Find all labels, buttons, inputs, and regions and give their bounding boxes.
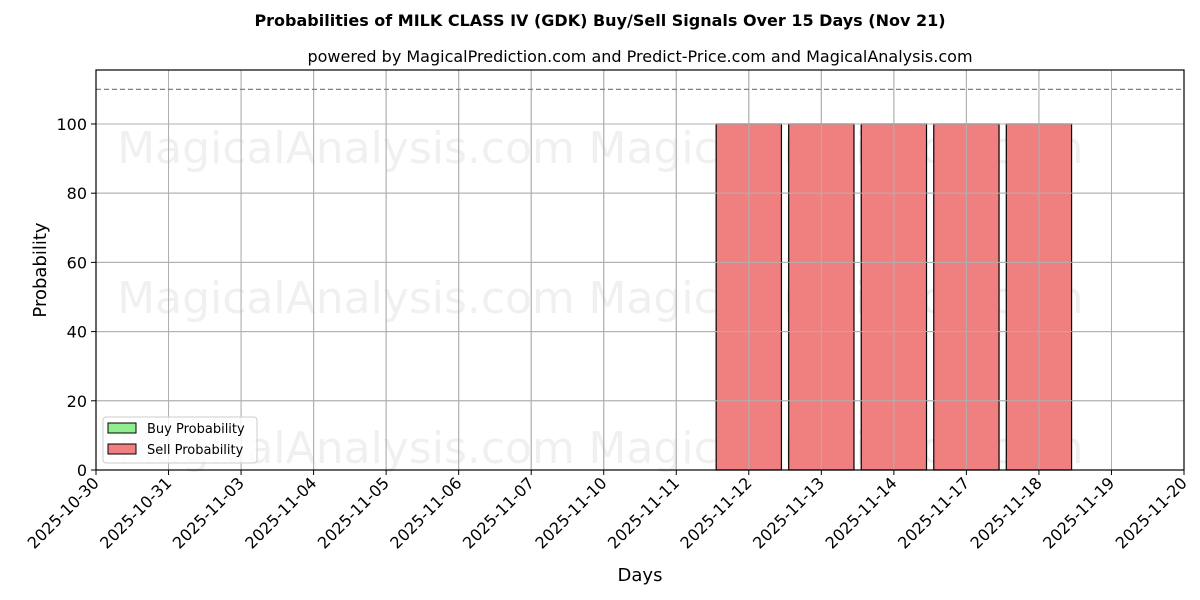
watermark-text: MagicalAnalysis.com xyxy=(117,273,575,324)
y-tick-label: 0 xyxy=(77,461,87,480)
y-tick-label: 40 xyxy=(67,323,87,342)
legend-box xyxy=(102,416,258,464)
chart-title: Probabilities of MILK CLASS IV (GDK) Buy… xyxy=(254,11,945,30)
x-tick-label: 2025-11-05 xyxy=(314,473,393,552)
y-axis: 0 20 40 60 80 100 xyxy=(56,115,96,480)
x-tick-label: 2025-11-11 xyxy=(604,473,683,552)
x-tick-label: 2025-11-04 xyxy=(241,473,320,552)
x-tick-label: 2025-11-17 xyxy=(894,473,973,552)
x-tick-label: 2025-11-20 xyxy=(1112,473,1191,552)
x-tick-label: 2025-11-12 xyxy=(676,473,755,552)
x-tick-label: 2025-11-10 xyxy=(531,473,610,552)
y-tick-label: 20 xyxy=(67,392,87,411)
watermark-text: MagicalAnalysis.com xyxy=(117,123,575,174)
x-tick-label: 2025-11-03 xyxy=(169,473,248,552)
legend-label-sell: Sell Probability xyxy=(147,443,244,458)
legend-label-buy: Buy Probability xyxy=(147,422,245,437)
x-axis: 2025-10-302025-10-312025-11-032025-11-04… xyxy=(24,470,1191,553)
x-tick-label: 2025-11-18 xyxy=(967,473,1046,552)
x-tick-label: 2025-11-13 xyxy=(749,473,828,552)
plot-frame xyxy=(95,69,1185,471)
chart-subtitle: powered by MagicalPrediction.com and Pre… xyxy=(307,47,972,66)
x-tick-label: 2025-11-14 xyxy=(822,473,901,552)
x-tick-label: 2025-10-31 xyxy=(96,473,175,552)
x-tick-label: 2025-10-30 xyxy=(24,473,103,552)
y-tick-label: 60 xyxy=(67,253,87,272)
legend-swatch-buy xyxy=(107,422,137,434)
x-tick-label: 2025-11-07 xyxy=(459,473,538,552)
y-tick-label: 80 xyxy=(67,184,87,203)
x-tick-label: 2025-11-19 xyxy=(1039,473,1118,552)
x-axis-label: Days xyxy=(618,565,663,586)
y-tick-label: 100 xyxy=(56,115,87,134)
legend-swatch-sell xyxy=(107,443,137,455)
legend: Buy Probability Sell Probability xyxy=(102,416,258,464)
x-tick-label: 2025-11-06 xyxy=(386,473,465,552)
y-axis-label: Probability xyxy=(30,222,51,317)
